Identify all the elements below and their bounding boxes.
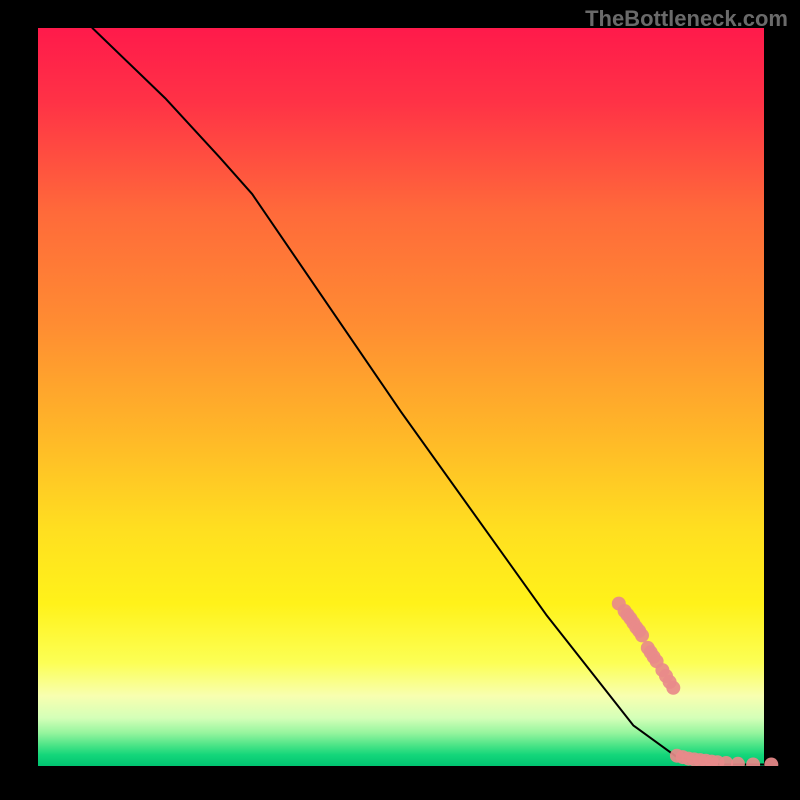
scatter-point: [666, 681, 680, 695]
chart-svg: [0, 0, 800, 800]
watermark-text: TheBottleneck.com: [585, 6, 788, 32]
scatter-point: [635, 628, 649, 642]
chart-stage: TheBottleneck.com: [0, 0, 800, 800]
